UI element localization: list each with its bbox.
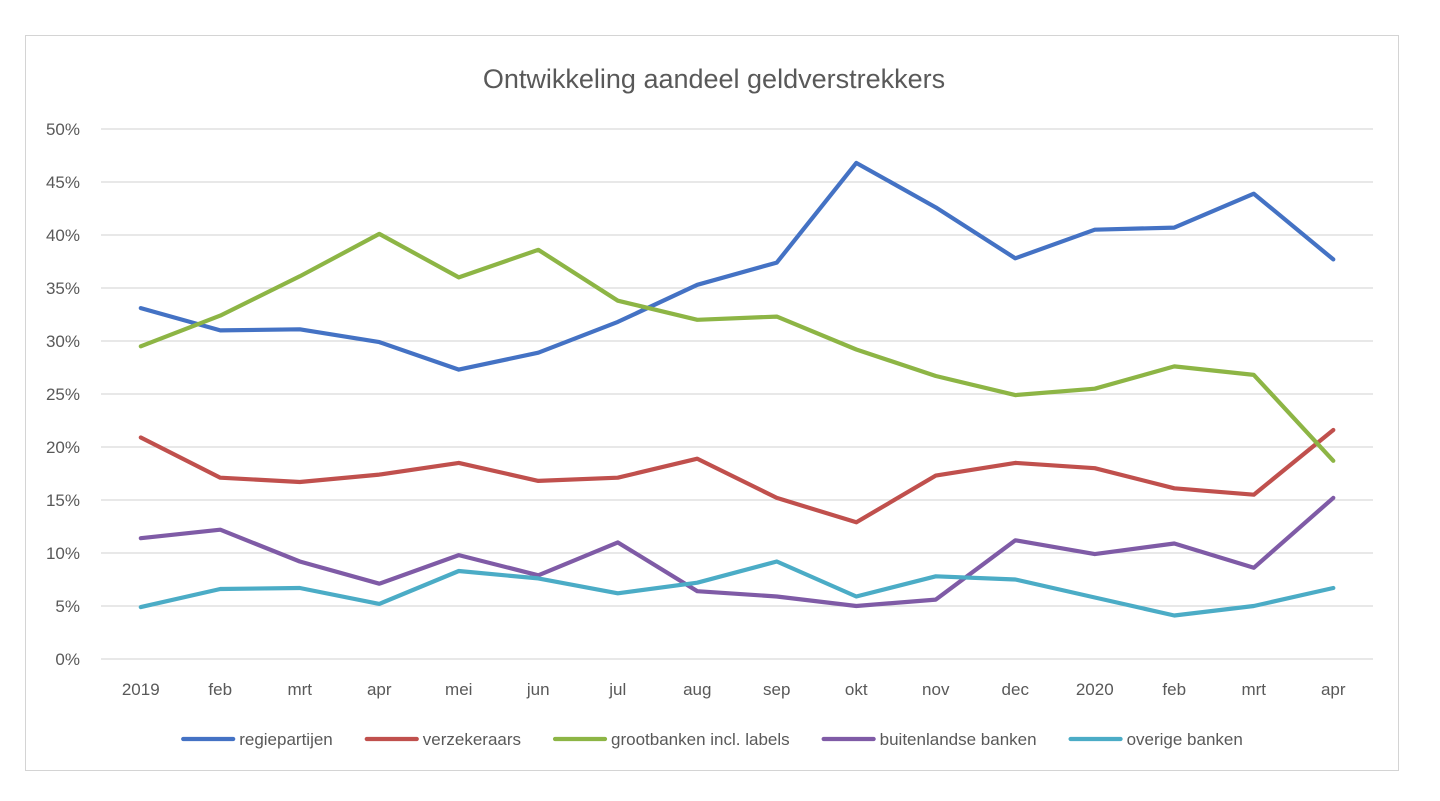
x-tick-label: feb [208, 680, 232, 699]
legend-item: regiepartijen [181, 730, 333, 749]
series-line-4 [138, 495, 1336, 609]
legend-item: overige banken [1068, 730, 1243, 749]
y-tick-label: 40% [46, 226, 80, 245]
legend-label: overige banken [1127, 730, 1243, 749]
line-chart: Ontwikkeling aandeel geldverstrekkers 0%… [46, 64, 1373, 749]
y-tick-label: 10% [46, 544, 80, 563]
x-tick-label: nov [922, 680, 950, 699]
series-lines [138, 160, 1336, 618]
x-tick-label: 2020 [1076, 680, 1114, 699]
x-tick-label: mei [445, 680, 472, 699]
y-tick-label: 0% [55, 650, 80, 669]
y-tick-label: 45% [46, 173, 80, 192]
legend-label: regiepartijen [239, 730, 333, 749]
x-axis-ticks: 2019 feb mrt apr mei jun jul aug sep okt nov dec 202… [122, 680, 1346, 699]
x-tick-label: mrt [1241, 680, 1266, 699]
series-line-2 [138, 427, 1336, 525]
chart-frame: Ontwikkeling aandeel geldverstrekkers 0%… [25, 35, 1399, 771]
x-tick-label: dec [1002, 680, 1030, 699]
y-tick-label: 50% [46, 120, 80, 139]
y-tick-label: 5% [55, 597, 80, 616]
series-line-1 [138, 160, 1336, 372]
y-axis-ticks: 0% 5% 10% 15% 20% 25% 30% 35% 40% 45% 50% [46, 120, 80, 669]
y-tick-label: 25% [46, 385, 80, 404]
chart-title: Ontwikkeling aandeel geldverstrekkers [483, 64, 945, 94]
y-tick-label: 30% [46, 332, 80, 351]
legend-label: grootbanken incl. labels [611, 730, 790, 749]
legend-item: verzekeraars [364, 730, 521, 749]
x-tick-label: mrt [287, 680, 312, 699]
x-tick-label: apr [1321, 680, 1346, 699]
x-tick-label: jun [526, 680, 550, 699]
legend-label: buitenlandse banken [880, 730, 1037, 749]
x-tick-label: sep [763, 680, 790, 699]
gridlines [101, 128, 1373, 660]
x-tick-label: aug [683, 680, 711, 699]
x-tick-label: okt [845, 680, 868, 699]
legend-item: grootbanken incl. labels [552, 730, 790, 749]
x-tick-label: feb [1162, 680, 1186, 699]
legend: regiepartijen verzekeraars grootbanken inc… [181, 730, 1243, 749]
series-line-3 [138, 231, 1336, 463]
x-tick-label: apr [367, 680, 392, 699]
y-tick-label: 35% [46, 279, 80, 298]
legend-label: verzekeraars [423, 730, 521, 749]
x-tick-label: 2019 [122, 680, 160, 699]
y-tick-label: 15% [46, 491, 80, 510]
y-tick-label: 20% [46, 438, 80, 457]
legend-item: buitenlandse banken [821, 730, 1037, 749]
series-line-5 [138, 559, 1336, 618]
x-tick-label: jul [608, 680, 626, 699]
